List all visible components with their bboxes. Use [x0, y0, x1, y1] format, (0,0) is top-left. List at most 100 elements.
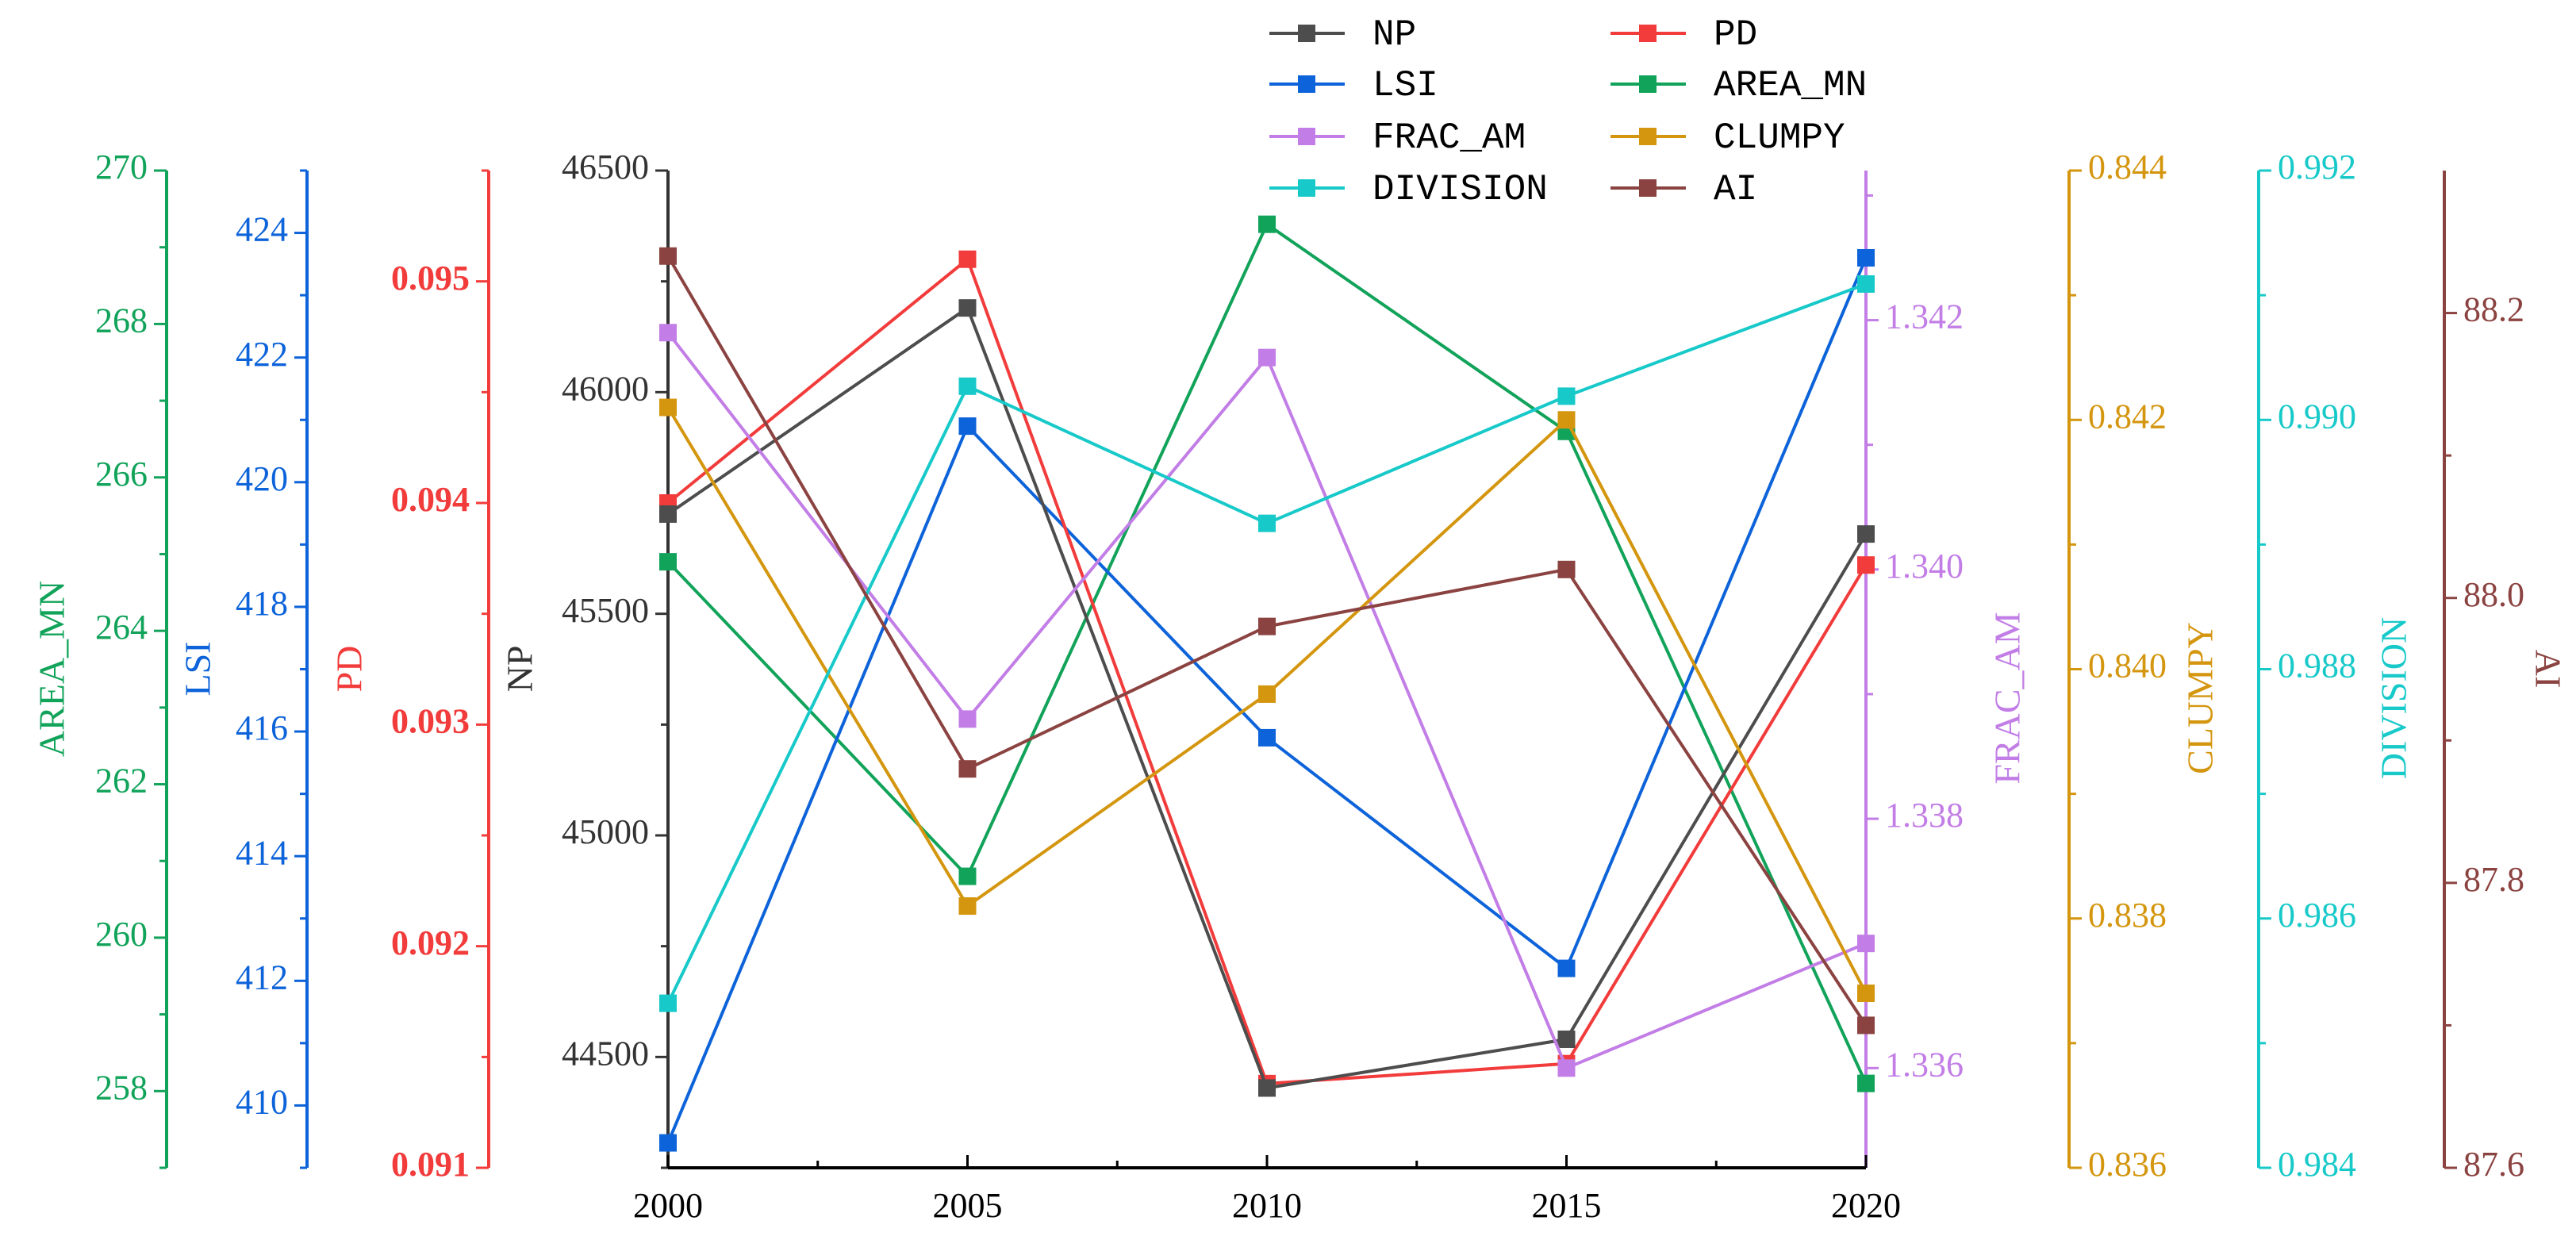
data-point-np-2000	[659, 505, 677, 523]
y-tick-label-lsi: 424	[236, 210, 288, 249]
y-tick-label-np: 46000	[562, 369, 649, 408]
legend-label-ai: AI	[1714, 169, 1757, 210]
legend-label-pd: PD	[1714, 14, 1757, 56]
data-point-lsi-2005	[958, 417, 977, 436]
legend-marker-clumpy	[1639, 128, 1657, 145]
data-point-frac-am-2020	[1857, 935, 1875, 953]
legend-marker-lsi	[1298, 75, 1315, 93]
y-tick-label-lsi: 416	[236, 708, 288, 747]
legend-marker-division	[1298, 179, 1315, 197]
y-tick-label-clumpy: 0.838	[2088, 896, 2167, 935]
legend-label-np: NP	[1372, 14, 1416, 56]
data-point-division-2005	[958, 377, 977, 395]
y-axis-title-area-mn: AREA_MN	[32, 581, 72, 757]
y-tick-label-area-mn: 270	[95, 148, 148, 186]
y-tick-label-lsi: 412	[236, 958, 288, 996]
y-tick-label-lsi: 418	[236, 584, 288, 623]
y-tick-label-division: 0.990	[2278, 397, 2356, 436]
x-tick-label: 2000	[633, 1186, 703, 1225]
y-axis-title-np: NP	[500, 646, 540, 693]
series-line-ai	[666, 255, 1868, 1027]
data-point-clumpy-2015	[1557, 411, 1576, 429]
y-tick-label-area-mn: 268	[95, 301, 148, 340]
y-tick-label-area-mn: 260	[95, 915, 148, 954]
legend-marker-pd	[1639, 25, 1657, 42]
data-point-frac-am-2010	[1258, 348, 1276, 367]
y-tick-label-clumpy: 0.844	[2088, 148, 2167, 186]
y-tick-label-pd: 0.092	[391, 923, 470, 962]
data-point-ai-2005	[958, 760, 977, 778]
data-point-np-2010	[1258, 1079, 1276, 1097]
legend-label-lsi: LSI	[1372, 65, 1438, 106]
y-tick-label-ai: 87.6	[2463, 1145, 2524, 1184]
data-point-division-2010	[1258, 514, 1276, 532]
y-tick-label-np: 45000	[562, 812, 649, 851]
y-axis-title-ai: AI	[2528, 650, 2568, 689]
data-point-lsi-2015	[1557, 959, 1576, 977]
data-point-clumpy-2000	[659, 398, 677, 417]
data-point-frac-am-2005	[958, 710, 977, 728]
data-point-lsi-2000	[659, 1134, 677, 1152]
data-point-np-2015	[1557, 1030, 1576, 1048]
x-tick-label: 2005	[933, 1186, 1003, 1225]
data-point-ai-2020	[1857, 1016, 1875, 1035]
legend-marker-ai	[1639, 179, 1657, 197]
y-tick-label-division: 0.984	[2278, 1145, 2356, 1184]
y-tick-label-area-mn: 258	[95, 1068, 148, 1107]
y-tick-label-division: 0.992	[2278, 148, 2356, 186]
y-axis-title-frac-am: FRAC_AM	[1987, 612, 2028, 784]
y-tick-label-np: 46500	[562, 148, 649, 186]
data-point-area-mn-2005	[958, 867, 977, 885]
y-tick-label-clumpy: 0.836	[2088, 1145, 2167, 1184]
data-point-ai-2015	[1557, 560, 1576, 578]
data-point-pd-2020	[1857, 556, 1875, 574]
y-tick-label-np: 44500	[562, 1034, 649, 1073]
y-tick-label-lsi: 422	[236, 335, 288, 374]
data-point-division-2020	[1857, 274, 1875, 293]
data-point-area-mn-2020	[1857, 1074, 1875, 1092]
y-axis-title-pd: PD	[329, 646, 370, 693]
data-point-area-mn-2010	[1258, 215, 1276, 233]
y-tick-label-clumpy: 0.842	[2088, 397, 2167, 436]
data-point-np-2005	[958, 299, 977, 317]
y-tick-label-division: 0.986	[2278, 896, 2356, 935]
data-point-frac-am-2000	[659, 324, 677, 342]
legend-label-division: DIVISION	[1372, 169, 1548, 210]
legend-label-clumpy: CLUMPY	[1714, 117, 1845, 159]
legend-marker-frac-am	[1298, 128, 1315, 145]
data-point-division-2015	[1557, 387, 1576, 405]
x-tick-label: 2010	[1232, 1186, 1302, 1225]
data-point-frac-am-2015	[1557, 1059, 1576, 1077]
data-point-clumpy-2005	[958, 897, 977, 916]
y-tick-label-pd: 0.094	[391, 480, 470, 519]
data-point-area-mn-2000	[659, 553, 677, 571]
y-tick-label-lsi: 420	[236, 459, 288, 498]
data-point-clumpy-2010	[1258, 685, 1276, 703]
x-tick-label: 2015	[1532, 1186, 1602, 1225]
y-axis-title-lsi: LSI	[178, 642, 218, 697]
data-point-pd-2005	[958, 250, 977, 268]
data-point-np-2020	[1857, 525, 1875, 543]
series-line-pd	[666, 257, 1868, 1085]
legend-label-frac-am: FRAC_AM	[1372, 117, 1526, 159]
y-axis-title-clumpy: CLUMPY	[2180, 622, 2221, 774]
y-tick-label-area-mn: 262	[95, 762, 148, 800]
y-tick-label-area-mn: 266	[95, 455, 148, 493]
data-point-lsi-2010	[1258, 728, 1276, 747]
data-point-ai-2000	[659, 247, 677, 265]
y-tick-label-np: 45500	[562, 591, 649, 630]
y-tick-label-ai: 88.2	[2463, 290, 2524, 329]
y-tick-label-frac-am: 1.338	[1885, 796, 1964, 835]
data-point-ai-2010	[1258, 617, 1276, 635]
data-point-division-2000	[659, 994, 677, 1012]
y-tick-label-lsi: 414	[236, 833, 288, 872]
y-tick-label-ai: 88.0	[2463, 575, 2524, 614]
y-tick-label-frac-am: 1.342	[1885, 298, 1964, 336]
y-axis-title-division: DIVISION	[2374, 617, 2414, 779]
data-point-lsi-2020	[1857, 248, 1875, 267]
data-point-clumpy-2020	[1857, 985, 1875, 1003]
y-tick-label-clumpy: 0.840	[2088, 647, 2167, 685]
y-tick-label-division: 0.988	[2278, 647, 2356, 685]
y-tick-label-lsi: 410	[236, 1083, 288, 1122]
